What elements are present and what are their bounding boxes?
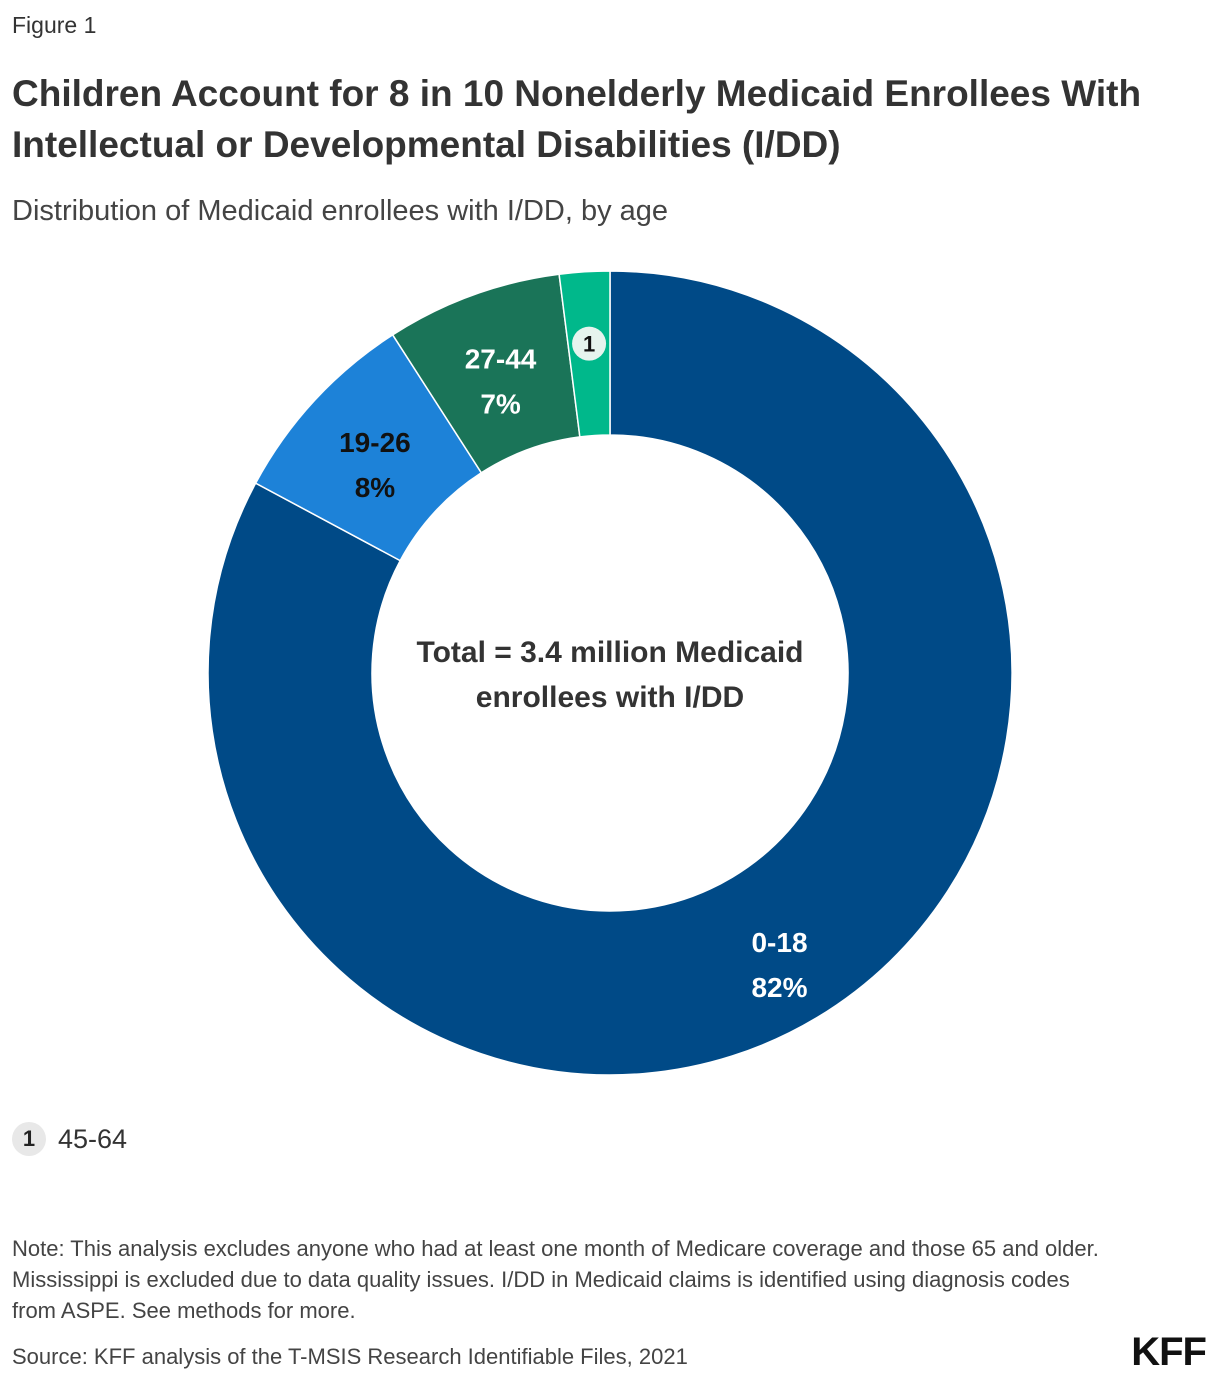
legend-label: 45-64 — [58, 1123, 128, 1154]
slice-value-label: 82% — [751, 972, 807, 1003]
center-total-label: enrollees with I/DD — [476, 681, 744, 714]
chart-title: Children Account for 8 in 10 Nonelderly … — [12, 73, 1142, 165]
slice-marker-badge — [572, 326, 607, 361]
legend: 1 45-64 — [12, 1122, 127, 1156]
center-total-label: Total = 3.4 million Medicaid — [416, 636, 803, 669]
kff-logo: KFF — [1131, 1330, 1207, 1374]
slice-category-label: 0-18 — [751, 927, 807, 958]
slice-category-label: 27-44 — [465, 343, 537, 374]
chart-note: Note: This analysis excludes anyone who … — [12, 1236, 1099, 1323]
legend-marker-badge: 1 — [12, 1122, 46, 1156]
slice-marker-label: 1 — [583, 332, 595, 357]
slice-category-label: 19-26 — [339, 427, 411, 458]
slice-value-label: 7% — [480, 388, 521, 419]
donut-chart: 0-18 82% 19-26 8% 27-44 7% 1 Total = 3.4 millio… — [207, 270, 1013, 1076]
slice-value-label: 8% — [355, 472, 396, 503]
chart-source: Source: KFF analysis of the T-MSIS Resea… — [12, 1344, 688, 1369]
figure-label: Figure 1 — [12, 12, 97, 38]
chart-subtitle: Distribution of Medicaid enrollees with … — [12, 195, 669, 227]
slice-0-18 — [207, 270, 1013, 1076]
